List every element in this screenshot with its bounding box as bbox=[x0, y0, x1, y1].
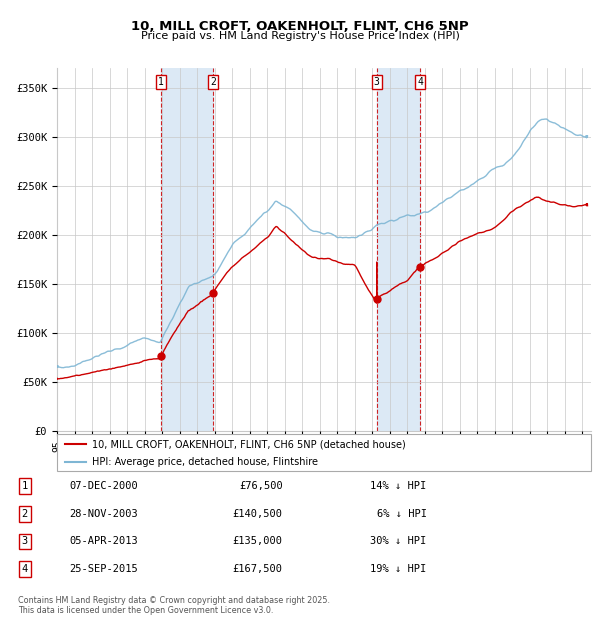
Text: 3: 3 bbox=[22, 536, 28, 546]
Text: 10, MILL CROFT, OAKENHOLT, FLINT, CH6 5NP: 10, MILL CROFT, OAKENHOLT, FLINT, CH6 5N… bbox=[131, 20, 469, 33]
Text: 10, MILL CROFT, OAKENHOLT, FLINT, CH6 5NP (detached house): 10, MILL CROFT, OAKENHOLT, FLINT, CH6 5N… bbox=[92, 439, 406, 449]
Text: £140,500: £140,500 bbox=[233, 509, 283, 519]
FancyBboxPatch shape bbox=[57, 434, 591, 471]
Text: £167,500: £167,500 bbox=[233, 564, 283, 574]
Text: Price paid vs. HM Land Registry's House Price Index (HPI): Price paid vs. HM Land Registry's House … bbox=[140, 31, 460, 41]
Text: 1: 1 bbox=[22, 481, 28, 491]
Text: 07-DEC-2000: 07-DEC-2000 bbox=[70, 481, 139, 491]
Text: 25-SEP-2015: 25-SEP-2015 bbox=[70, 564, 139, 574]
Text: 6% ↓ HPI: 6% ↓ HPI bbox=[377, 509, 427, 519]
Text: 4: 4 bbox=[22, 564, 28, 574]
Text: 05-APR-2013: 05-APR-2013 bbox=[70, 536, 139, 546]
Text: Contains HM Land Registry data © Crown copyright and database right 2025.
This d: Contains HM Land Registry data © Crown c… bbox=[18, 596, 330, 615]
Text: 30% ↓ HPI: 30% ↓ HPI bbox=[370, 536, 427, 546]
Bar bbox=[377, 68, 420, 431]
Bar bbox=[161, 68, 213, 431]
Text: 2: 2 bbox=[22, 509, 28, 519]
Text: 19% ↓ HPI: 19% ↓ HPI bbox=[370, 564, 427, 574]
Text: 3: 3 bbox=[374, 78, 380, 87]
Text: HPI: Average price, detached house, Flintshire: HPI: Average price, detached house, Flin… bbox=[92, 457, 318, 467]
Text: 1: 1 bbox=[158, 78, 164, 87]
Text: £135,000: £135,000 bbox=[233, 536, 283, 546]
Text: 14% ↓ HPI: 14% ↓ HPI bbox=[370, 481, 427, 491]
Text: 4: 4 bbox=[417, 78, 423, 87]
Text: £76,500: £76,500 bbox=[239, 481, 283, 491]
Text: 28-NOV-2003: 28-NOV-2003 bbox=[70, 509, 139, 519]
Text: 2: 2 bbox=[210, 78, 216, 87]
